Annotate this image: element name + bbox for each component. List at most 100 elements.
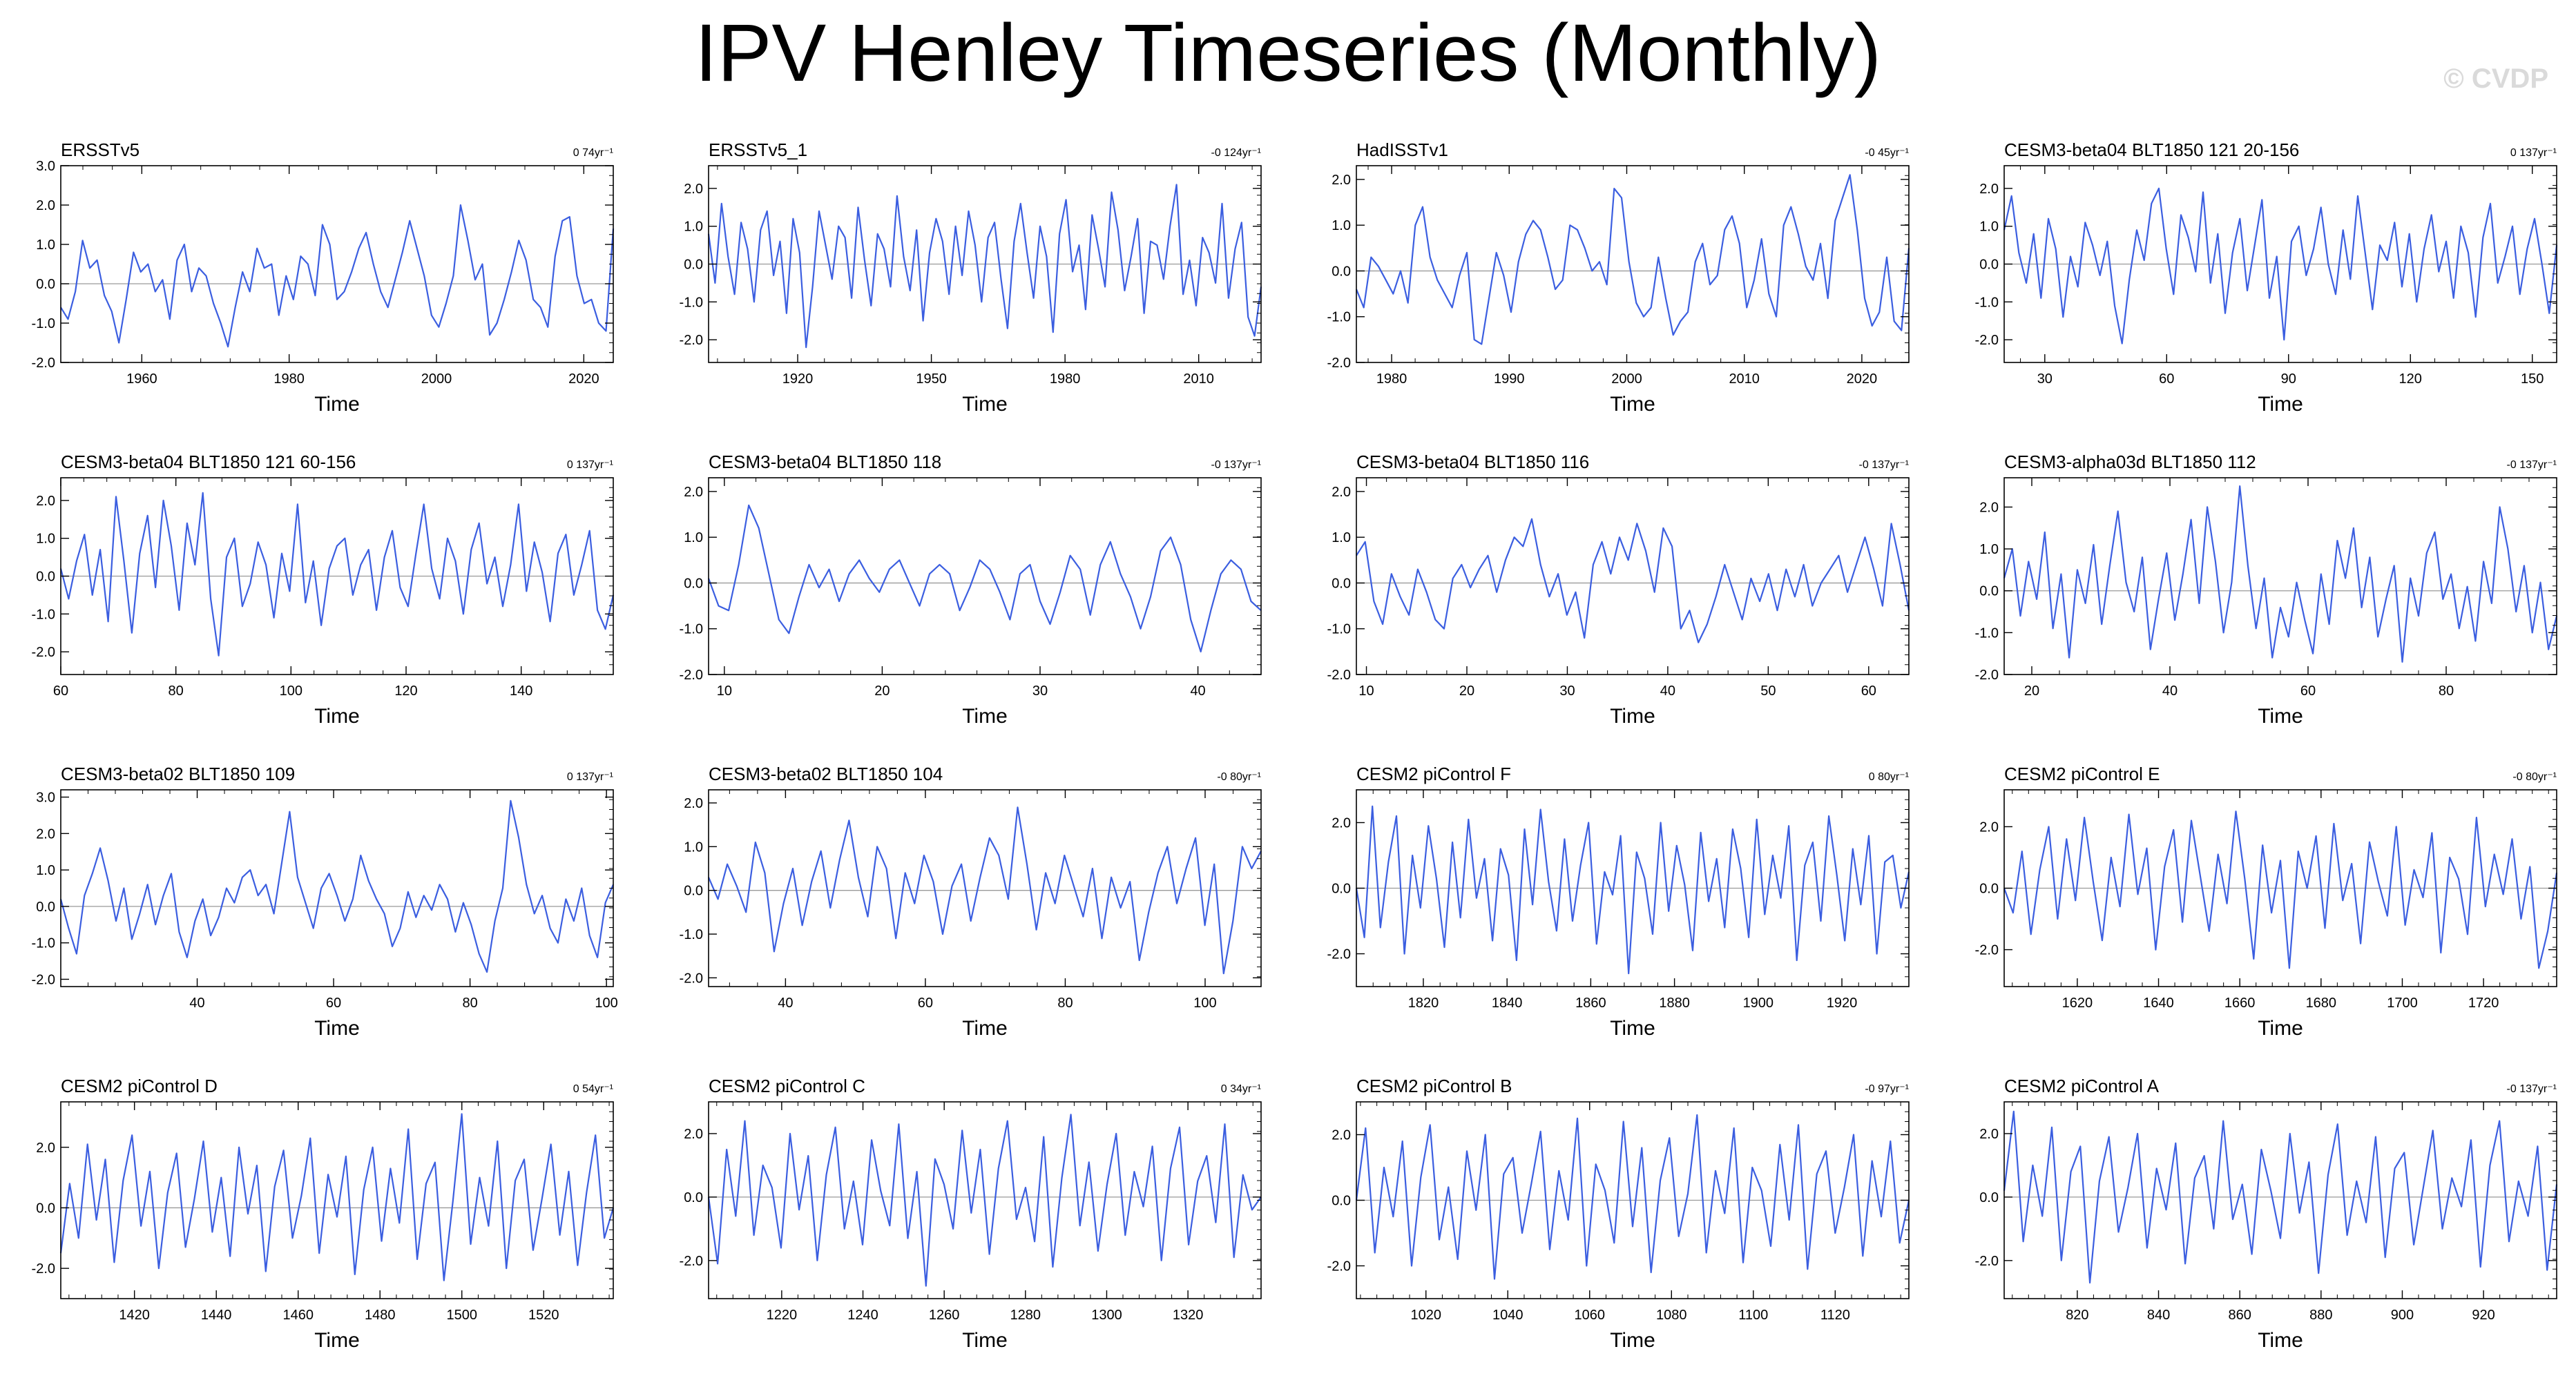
y-tick-label: 2.0 bbox=[1332, 173, 1351, 188]
trend-label: -0 80yr⁻¹ bbox=[1217, 771, 1261, 783]
plot-frame bbox=[2003, 477, 2557, 675]
x-tick-label: 1240 bbox=[847, 1308, 878, 1323]
x-tick-label: 140 bbox=[510, 683, 532, 699]
panel-title: CESM2 piControl A bbox=[2004, 1076, 2160, 1096]
x-tick-label: 1920 bbox=[782, 371, 814, 387]
x-tick-label: 1950 bbox=[916, 371, 947, 387]
x-tick-label: 1980 bbox=[1050, 371, 1081, 387]
x-tick-label: 100 bbox=[280, 683, 302, 699]
trend-label: -0 124yr⁻¹ bbox=[1211, 147, 1261, 159]
chart-panel-5: CESM3-beta04 BLT1850 121 60-156 0 137yr⁻¹… bbox=[32, 452, 615, 728]
panel-title: ERSSTv5 bbox=[61, 139, 140, 160]
x-tick-label: 1700 bbox=[2387, 996, 2418, 1011]
y-tick-label: -1.0 bbox=[680, 927, 703, 942]
x-tick-label: 2010 bbox=[1729, 371, 1760, 387]
y-tick-label: -2.0 bbox=[1975, 668, 1999, 683]
x-axis-label: Time bbox=[1610, 705, 1655, 728]
x-tick-label: 40 bbox=[778, 996, 793, 1011]
y-tick-label: -2.0 bbox=[32, 356, 55, 371]
x-tick-label: 60 bbox=[1861, 683, 1876, 699]
panel-title: CESM2 piControl B bbox=[1356, 1076, 1512, 1096]
y-tick-label: 0.0 bbox=[684, 884, 703, 899]
x-tick-label: 2020 bbox=[1847, 371, 1878, 387]
plot-frame bbox=[60, 789, 614, 987]
x-tick-label: 2000 bbox=[1611, 371, 1642, 387]
y-tick-label: -2.0 bbox=[1327, 356, 1351, 371]
trend-label: 0 137yr⁻¹ bbox=[567, 459, 613, 471]
y-tick-label: 2.0 bbox=[684, 796, 703, 811]
x-tick-label: 1990 bbox=[1494, 371, 1525, 387]
y-tick-label: -2.0 bbox=[32, 972, 55, 987]
y-tick-label: 0.0 bbox=[36, 277, 55, 292]
y-tick-label: -2.0 bbox=[1975, 943, 1999, 958]
x-tick-label: 1300 bbox=[1091, 1308, 1122, 1323]
y-tick-label: 2.0 bbox=[36, 826, 55, 842]
y-tick-label: 1.0 bbox=[36, 237, 55, 253]
series-line-1 bbox=[707, 806, 1262, 975]
series-line-1 bbox=[59, 799, 615, 973]
x-tick-label: 2020 bbox=[568, 371, 599, 387]
x-tick-label: 1620 bbox=[2062, 996, 2093, 1011]
series-line-1 bbox=[59, 1113, 615, 1281]
panel-title: CESM3-beta02 BLT1850 109 bbox=[61, 764, 295, 784]
series-line-1 bbox=[707, 184, 1262, 349]
chart-panel-8: CESM3-alpha03d BLT1850 112 -0 137yr⁻¹ 2.0 1… bbox=[1975, 452, 2558, 728]
x-tick-label: 920 bbox=[2472, 1308, 2495, 1323]
y-tick-label: 0.0 bbox=[1332, 882, 1351, 897]
chart-panel-7: CESM3-beta04 BLT1850 116 -0 137yr⁻¹ 2.0 1.0… bbox=[1327, 452, 1910, 728]
y-tick-label: -2.0 bbox=[680, 1254, 703, 1269]
chart-panel-10: CESM3-beta02 BLT1850 104 -0 80yr⁻¹ 2.0 1.0 0… bbox=[680, 764, 1262, 1040]
panel-title: CESM2 piControl E bbox=[2004, 764, 2160, 784]
chart-panel-14: CESM2 piControl C 0 34yr⁻¹ 2.0 0.0 -2.0 1220 1… bbox=[680, 1076, 1262, 1352]
trend-label: -0 137yr⁻¹ bbox=[1211, 459, 1261, 471]
x-tick-label: 20 bbox=[1459, 683, 1474, 699]
x-tick-label: 10 bbox=[1358, 683, 1374, 699]
x-tick-label: 100 bbox=[595, 996, 617, 1011]
chart-panel-16: CESM2 piControl A -0 137yr⁻¹ 2.0 0.0 -2.0 820… bbox=[1975, 1076, 2558, 1352]
y-tick-label: 3.0 bbox=[36, 791, 55, 806]
y-tick-label: -1.0 bbox=[32, 316, 55, 331]
plot-frame bbox=[2003, 1101, 2557, 1299]
y-tick-label: 2.0 bbox=[1979, 1127, 1999, 1142]
panel-title: CESM2 piControl C bbox=[709, 1076, 865, 1096]
x-tick-label: 1720 bbox=[2468, 996, 2499, 1011]
x-axis-label: Time bbox=[314, 393, 360, 416]
x-axis-label: Time bbox=[962, 705, 1008, 728]
page-title: IPV Henley Timeseries (Monthly) bbox=[694, 8, 1882, 99]
y-tick-label: 2.0 bbox=[36, 494, 55, 509]
y-tick-label: -2.0 bbox=[32, 1261, 55, 1277]
x-tick-label: 1040 bbox=[1492, 1308, 1524, 1323]
x-tick-label: 1960 bbox=[126, 371, 157, 387]
panel-title: CESM3-beta04 BLT1850 121 60-156 bbox=[61, 452, 356, 472]
panel-title: CESM3-beta02 BLT1850 104 bbox=[709, 764, 943, 784]
trend-label: -0 137yr⁻¹ bbox=[1859, 459, 1909, 471]
trend-label: -0 97yr⁻¹ bbox=[1865, 1083, 1909, 1095]
x-tick-label: 1220 bbox=[767, 1308, 798, 1323]
x-tick-label: 1860 bbox=[1575, 996, 1606, 1011]
y-tick-label: 2.0 bbox=[1979, 182, 1999, 197]
trend-label: 0 137yr⁻¹ bbox=[567, 771, 613, 783]
x-tick-label: 60 bbox=[918, 996, 933, 1011]
x-tick-label: 60 bbox=[2159, 371, 2174, 387]
x-axis-label: Time bbox=[314, 1017, 360, 1040]
series-line-1 bbox=[2003, 811, 2558, 969]
x-axis-label: Time bbox=[1610, 1017, 1655, 1040]
panel-title: ERSSTv5_1 bbox=[709, 139, 807, 160]
y-tick-label: 2.0 bbox=[684, 485, 703, 500]
y-tick-label: -1.0 bbox=[680, 295, 703, 310]
series-line-1 bbox=[1356, 518, 1910, 643]
x-axis-label: Time bbox=[962, 1017, 1008, 1040]
series-line-1 bbox=[59, 492, 615, 657]
x-tick-label: 30 bbox=[1559, 683, 1575, 699]
series-line-1 bbox=[1355, 1114, 1910, 1280]
x-tick-label: 120 bbox=[394, 683, 417, 699]
x-tick-label: 1280 bbox=[1010, 1308, 1041, 1323]
y-tick-label: 2.0 bbox=[1332, 485, 1351, 500]
y-tick-label: 1.0 bbox=[1979, 542, 1999, 557]
x-tick-label: 2000 bbox=[421, 371, 452, 387]
chart-panel-12: CESM2 piControl E -0 80yr⁻¹ 2.0 0.0 -2.0 1620… bbox=[1975, 764, 2558, 1040]
y-tick-label: 2.0 bbox=[1332, 1128, 1351, 1143]
x-tick-label: 1520 bbox=[528, 1308, 559, 1323]
y-tick-label: 1.0 bbox=[1332, 218, 1351, 233]
x-tick-label: 1100 bbox=[1738, 1308, 1768, 1323]
